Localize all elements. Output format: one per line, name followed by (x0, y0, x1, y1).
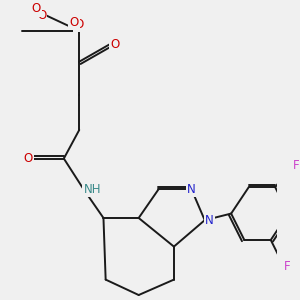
Text: O: O (37, 9, 46, 22)
Text: O: O (75, 18, 84, 31)
Text: O: O (32, 2, 41, 15)
Text: N: N (187, 183, 196, 196)
Text: O: O (24, 152, 33, 165)
Text: NH: NH (84, 183, 101, 196)
Text: F: F (293, 159, 299, 172)
Text: F: F (284, 260, 291, 273)
Text: O: O (110, 38, 119, 51)
Text: N: N (205, 214, 214, 227)
Text: O: O (69, 16, 78, 29)
